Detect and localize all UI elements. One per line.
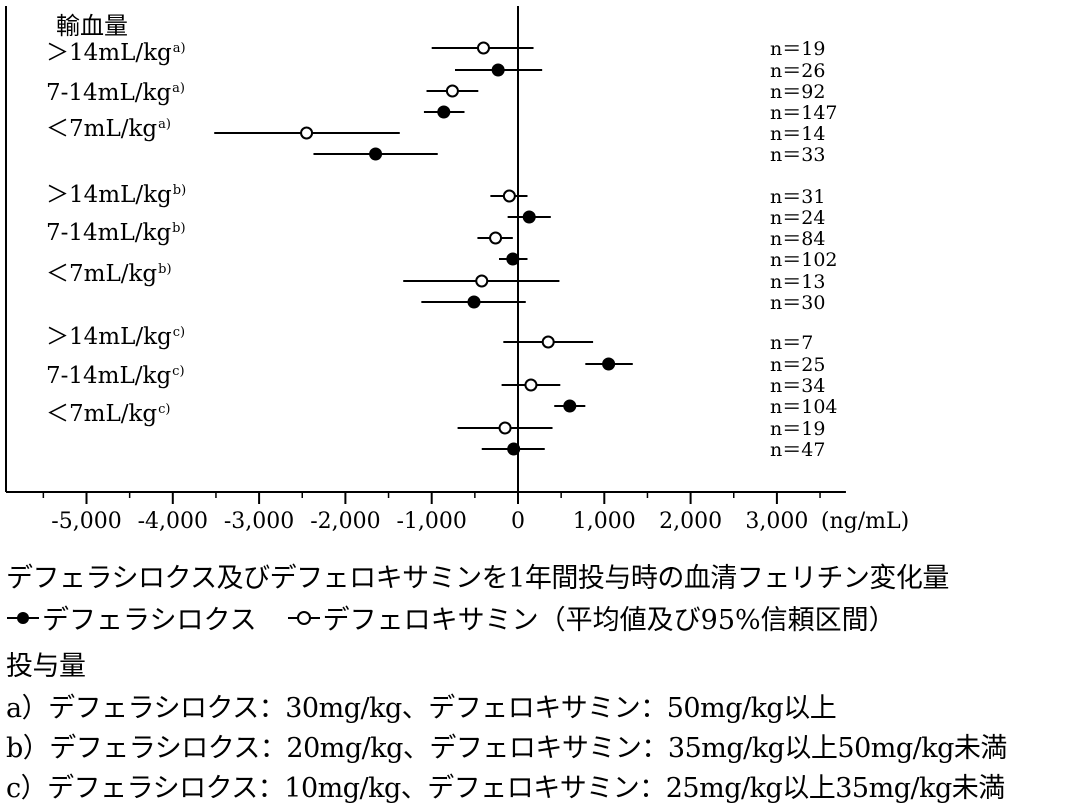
point-deferoxamine [541,335,555,349]
group-label-superscript: c) [173,325,185,340]
group-label: ＜7mL/kg [46,116,157,142]
point-deferasirox [369,147,383,161]
n-label: n＝34 [770,375,825,397]
n-label: n＝33 [770,144,825,166]
x-tick-label: 3,000 [745,509,808,534]
point-deferoxamine [475,274,489,288]
point-deferoxamine [524,378,538,392]
x-tick-label: -4,000 [138,509,208,534]
n-label: n＝26 [770,60,825,82]
legend-item-deferasirox: デフェラシロクス [6,598,257,637]
group-label-superscript: a) [173,41,186,56]
group-label: ＞14mL/kg [46,182,172,208]
n-label: n＝13 [770,271,825,293]
caption-title: デフェラシロクス及びデフェロキサミンを1年間投与時の血清フェリチン変化量 [6,563,949,594]
point-deferasirox [563,399,577,413]
n-label: n＝24 [770,207,825,229]
filled-circle-marker-icon [7,611,39,624]
n-label: n＝19 [770,38,825,60]
n-label: n＝19 [770,418,825,440]
point-deferasirox [437,105,451,119]
group-header: 輸血量 [56,12,128,40]
point-deferoxamine [498,421,512,435]
open-circle-marker-icon [287,610,320,625]
point-deferasirox [602,357,616,371]
group-label-superscript: a) [172,81,185,96]
n-label: n＝147 [770,102,838,124]
dose-header: 投与量 [6,651,86,682]
n-label: n＝7 [770,332,813,354]
legend-item-deferoxamine: デフェロキサミン （平均値及び95%信頼区間） [287,598,896,637]
point-deferoxamine [300,126,314,140]
x-tick-label: -5,000 [51,509,121,534]
n-label: n＝102 [770,249,838,271]
group-label-superscript: c) [172,364,184,379]
group-label: 7-14mL/kg [46,80,171,106]
group-label-superscript: b) [173,183,186,198]
x-tick-label: -2,000 [310,509,380,534]
group-label: ＞14mL/kg [46,324,172,350]
legend-note: （平均値及び95%信頼区間） [538,605,896,636]
forest-plot: -5,000 -4,000 -3,000 -2,000 -1,000 0 1,000 2,00… [5,6,909,534]
point-deferoxamine [476,41,490,55]
dose-b: b）デフェラシロクス：20mg/kg、デフェロキサミン：35mg/kg以上50m… [6,733,1007,764]
point-deferasirox [467,295,481,309]
group-label: 7-14mL/kg [46,363,171,389]
point-deferasirox [491,63,505,77]
point-deferasirox [522,210,536,224]
legend-label-deferoxamine: デフェロキサミン [322,605,539,636]
n-label: n＝31 [770,186,825,208]
x-tick-label: -3,000 [224,509,294,534]
x-tick-label: -1,000 [396,509,466,534]
group-label-superscript: c) [158,402,170,417]
group-label: ＞14mL/kg [46,40,172,66]
group-label-superscript: b) [172,221,185,236]
point-deferoxamine [502,189,516,203]
point-deferoxamine [489,231,503,245]
legend: デフェラシロクス デフェロキサミン （平均値及び95%信頼区間） [6,598,896,637]
x-unit-label: (ng/mL) [821,509,909,534]
group-label: 7-14mL/kg [46,220,171,246]
group-label: ＜7mL/kg [46,401,157,427]
point-deferasirox [506,252,520,266]
group-label-superscript: b) [158,262,171,277]
n-label: n＝14 [770,123,825,145]
n-label: n＝47 [770,439,825,461]
group-label: ＜7mL/kg [46,261,157,287]
n-label: n＝92 [770,81,825,103]
dose-c: c）デフェラシロクス：10mg/kg、デフェロキサミン：25mg/kg以上35m… [6,773,1005,804]
dose-a: a）デフェラシロクス：30mg/kg、デフェロキサミン：50mg/kg以上 [6,693,837,724]
n-label: n＝104 [770,396,838,418]
point-deferasirox [507,442,521,456]
n-label: n＝84 [770,228,825,250]
point-deferoxamine [445,84,459,98]
n-label: n＝30 [770,292,825,314]
group-label-superscript: a) [158,117,171,132]
x-tick-label: 1,000 [573,509,636,534]
legend-label-deferasirox: デフェラシロクス [42,605,257,636]
x-tick-label: 2,000 [659,509,722,534]
x-tick-label: 0 [511,509,525,534]
n-label: n＝25 [770,354,825,376]
